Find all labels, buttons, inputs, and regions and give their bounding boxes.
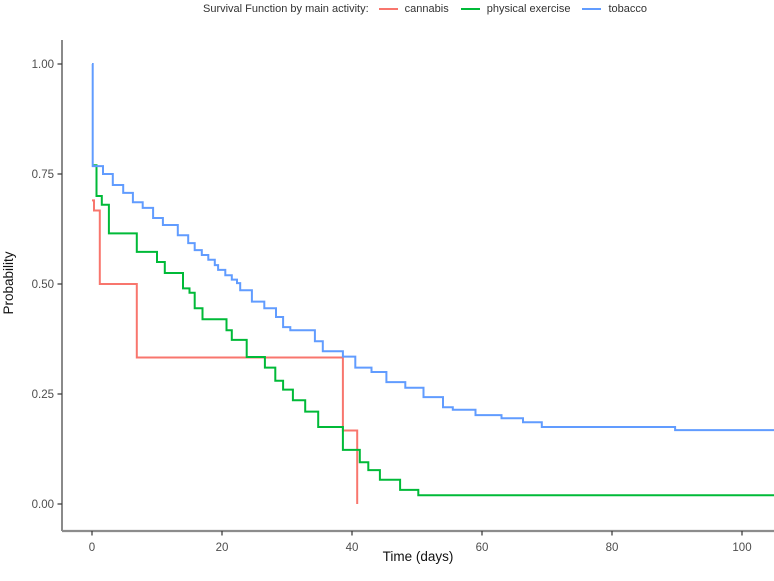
- y-axis-title: Probability: [1, 251, 16, 314]
- plot-area: 0 20 40 60 80 100 0.00 0.25 0.50 0.75 1.00: [32, 40, 774, 554]
- x-axis-title: Time (days): [383, 549, 454, 564]
- curve-cannabis: [92, 199, 359, 504]
- legend-label-cannabis: cannabis: [404, 3, 449, 15]
- x-tick-label: 80: [606, 542, 619, 554]
- cannabis-line-swatch: [378, 8, 398, 10]
- y-tick-label: 1.00: [32, 59, 54, 71]
- curve-tobacco: [91, 63, 774, 432]
- legend-title: Survival Function by main activity:: [202, 3, 369, 15]
- y-tick-label: 0.25: [32, 389, 54, 401]
- legend-label-tobacco: tobacco: [608, 3, 647, 15]
- x-tick-label: 100: [732, 542, 751, 554]
- x-tick-label: 20: [216, 542, 229, 554]
- legend-label-physical-exercise: physical exercise: [486, 3, 571, 15]
- legend-item-cannabis: cannabis: [378, 3, 449, 15]
- y-tick-label: 0.75: [32, 169, 54, 181]
- x-tick-label: 40: [346, 542, 359, 554]
- y-tick-label: 0.00: [32, 499, 54, 511]
- tobacco-line-swatch: [582, 8, 602, 10]
- legend-item-tobacco: tobacco: [582, 3, 647, 15]
- curve-physical-exercise: [92, 164, 774, 497]
- x-tick-label: 0: [89, 542, 95, 554]
- legend: Survival Function by main activity: cann…: [0, 1, 774, 17]
- legend-item-physical-exercise: physical exercise: [460, 3, 571, 15]
- y-tick-label: 0.50: [32, 279, 54, 291]
- physical-exercise-line-swatch: [460, 8, 480, 10]
- x-tick-label: 60: [476, 542, 489, 554]
